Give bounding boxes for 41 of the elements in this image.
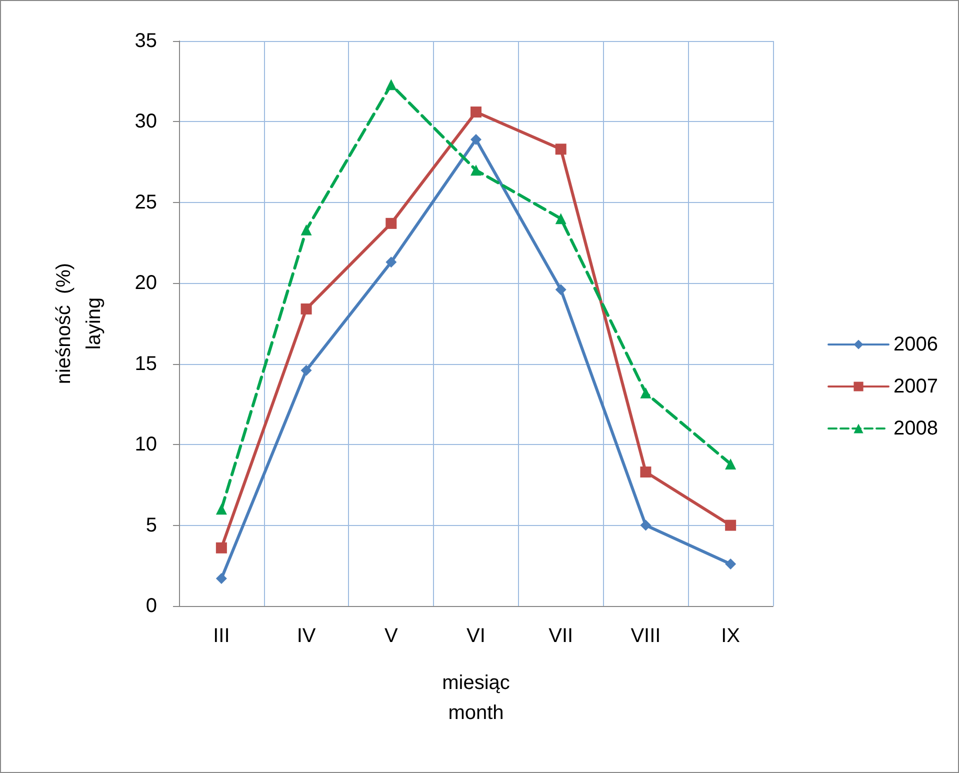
y-axis-title: nieśność (%) laying [53,262,105,384]
y-tick-label: 30 [134,110,157,133]
legend-label: 2007 [894,376,938,398]
legend-label: 2008 [894,418,938,440]
point [216,542,227,554]
x-tick-label: VIII [630,625,661,647]
point [725,520,736,531]
y-tick-label: 25 [134,191,157,214]
x-tick-label: IX [721,625,740,647]
point [640,520,652,531]
point [300,364,312,376]
point [386,218,397,229]
legend-label: 2006 [894,334,938,356]
point [555,144,566,155]
point [386,79,397,90]
point [386,256,397,268]
point [640,466,652,478]
point [470,106,482,118]
point [470,134,482,145]
x-tick-label: VI [466,625,486,647]
point [216,504,227,515]
point [470,164,482,176]
point [640,387,652,398]
x-tick-label: VII [548,625,574,647]
point [216,573,227,584]
point [300,224,312,236]
x-tick-label: V [384,625,398,647]
x-tick-label: III [213,625,230,647]
y-tick-label: 20 [134,272,157,294]
x-tick-label: IV [296,625,316,647]
x-axis-title: miesiąc month [442,672,510,724]
y-tick-label: 10 [134,434,157,456]
y-tick-label: 15 [134,352,157,375]
point [555,213,566,224]
point [725,458,736,470]
point [725,558,736,570]
point [300,303,312,314]
y-tick-label: 0 [146,595,157,617]
y-tick-label: 35 [134,30,157,52]
y-tick-label: 5 [146,514,157,536]
point [555,284,566,296]
